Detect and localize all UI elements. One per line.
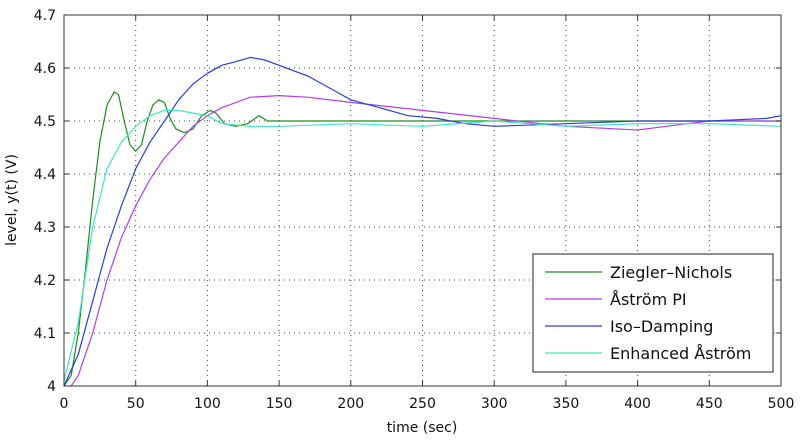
series-lines: [63, 56, 782, 387]
x-tick-label: 200: [337, 396, 364, 412]
y-tick-label: 4.2: [34, 273, 56, 289]
x-tick-label: 0: [60, 396, 69, 412]
y-tick-label: 4: [47, 379, 56, 395]
x-tick-label: 50: [127, 396, 145, 412]
legend-box: [532, 253, 774, 373]
series-line-1: [70, 95, 781, 387]
legend-label: Ziegler–Nichols: [610, 263, 732, 282]
legend: Ziegler–Nichols Åström PI Iso–Damping Enhan…: [532, 253, 774, 373]
legend-label: Enhanced Åström: [610, 344, 751, 363]
y-tick-label: 4.4: [34, 167, 56, 183]
y-tick-label: 4.7: [34, 8, 56, 24]
series-line-0: [63, 91, 781, 387]
y-tick-label: 4.5: [34, 114, 56, 130]
grid-lines: [64, 15, 781, 386]
x-tick-label: 450: [696, 396, 723, 412]
x-axis-label: time (sec): [387, 420, 458, 436]
x-tick-label: 100: [194, 396, 221, 412]
legend-label: Åström PI: [610, 290, 687, 309]
legend-label: Iso–Damping: [610, 317, 713, 336]
x-tick-label: 250: [409, 396, 436, 412]
y-tick-label: 4.3: [34, 220, 56, 236]
x-tick-label: 350: [553, 396, 580, 412]
y-tick-label: 4.6: [34, 61, 56, 77]
axis-ticks: 0 50 100 150 200 250 300 350 400 450 500 4 4.1 4.2 4.3…: [34, 8, 795, 412]
x-tick-label: 150: [266, 396, 293, 412]
series-line-3: [63, 109, 782, 381]
x-tick-label: 300: [481, 396, 508, 412]
y-axis-label: level, y(t) (V): [4, 154, 20, 246]
x-tick-label: 500: [768, 396, 795, 412]
y-tick-label: 4.1: [34, 326, 56, 342]
x-tick-label: 400: [624, 396, 651, 412]
series-line-2: [63, 56, 782, 387]
